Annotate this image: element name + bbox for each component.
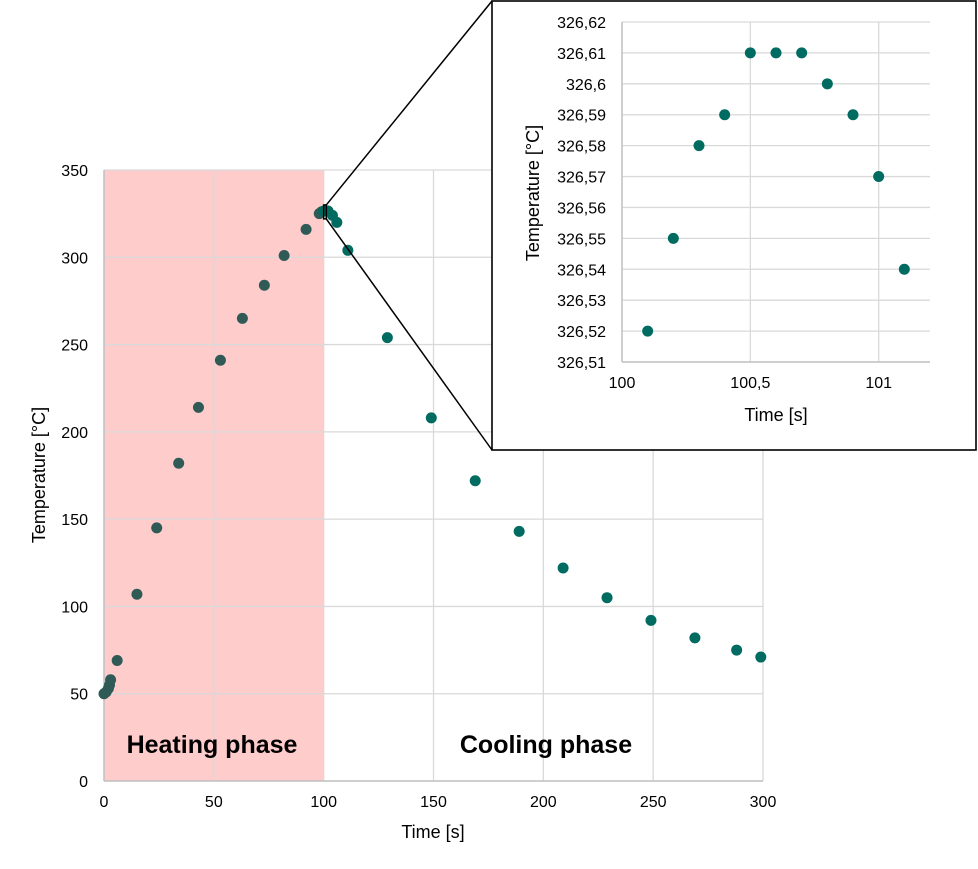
inset-y-tick-label: 326,53 [557, 293, 606, 310]
main-data-point [151, 522, 163, 534]
inset-frame [491, 0, 977, 451]
main-data-point [214, 354, 226, 366]
inset-data-point [667, 232, 679, 244]
inset-y-tick-label: 326,58 [557, 139, 606, 156]
inset-y-tick-label: 326,56 [557, 200, 606, 217]
main-x-tick-label: 200 [530, 794, 557, 811]
inset-y-tick-label: 326,51 [557, 355, 606, 372]
inset-data-point [744, 47, 756, 59]
main-x-tick-label: 300 [750, 794, 777, 811]
main-x-axis-title: Time [s] [401, 822, 464, 842]
main-y-axis-title: Temperature [°C] [29, 407, 49, 543]
main-y-tick-label: 350 [61, 163, 88, 180]
main-data-point [331, 216, 343, 228]
main-y-tick-label: 250 [61, 338, 88, 355]
main-data-point [469, 475, 481, 487]
main-x-tick-label: 50 [205, 794, 223, 811]
main-data-point [755, 651, 767, 663]
heating-phase-label: Heating phase [127, 731, 298, 759]
zoom-connector-line [325, 218, 493, 451]
main-y-tick-label: 50 [70, 687, 88, 704]
inset-x-axis-title: Time [s] [744, 405, 807, 425]
inset-y-tick-label: 326,61 [557, 46, 606, 63]
inset-y-tick-label: 326,54 [557, 262, 606, 279]
cooling-phase-label: Cooling phase [460, 731, 632, 759]
main-x-tick-label: 250 [640, 794, 667, 811]
main-data-point [258, 279, 270, 291]
inset-x-tick-label: 100,5 [730, 375, 770, 392]
main-data-point [601, 592, 613, 604]
zoom-connector-line [325, 0, 493, 206]
inset-y-tick-label: 326,62 [557, 15, 606, 32]
main-plot: 0 50 100 150 200 250 300050100150200250300350 … [29, 163, 776, 842]
inset-data-point [642, 325, 654, 337]
main-data-point [731, 644, 743, 656]
inset-y-tick-label: 326,55 [557, 231, 606, 248]
main-y-tick-label: 150 [61, 512, 88, 529]
inset-x-tick-label: 100 [609, 375, 636, 392]
main-y-tick-label: 100 [61, 599, 88, 616]
inset-y-tick-label: 326,57 [557, 170, 606, 187]
main-data-point [300, 223, 312, 235]
main-data-point [131, 588, 143, 600]
inset-gridlines [622, 21, 930, 362]
inset-x-tick-label: 101 [865, 375, 892, 392]
main-x-tick-label: 100 [310, 794, 337, 811]
main-data-point [425, 412, 437, 424]
inset-tick-labels: 100 100,5 101 326,51 326,52 326,53 326,54 326,5… [557, 15, 892, 392]
zoom-window [322, 204, 328, 220]
inset-y-tick-label: 326,52 [557, 324, 606, 341]
inset-data-point [898, 263, 910, 275]
inset-data-point [796, 47, 808, 59]
zoom-connector [322, 0, 493, 451]
main-data-point [236, 312, 248, 324]
inset-data-point [770, 47, 782, 59]
inset-data-points [642, 47, 910, 337]
main-data-point [278, 250, 290, 262]
main-data-point [689, 632, 701, 644]
main-data-point [105, 674, 117, 686]
inset-y-tick-label: 326,6 [566, 77, 606, 94]
main-data-point [645, 614, 657, 626]
main-data-point [111, 655, 123, 667]
inset-data-point [719, 109, 731, 121]
main-data-point [381, 332, 393, 344]
main-y-tick-label: 200 [61, 425, 88, 442]
inset-data-point [693, 140, 705, 152]
main-x-tick-label: 150 [420, 794, 447, 811]
main-x-tick-label: 0 [100, 794, 109, 811]
main-axes [103, 170, 763, 782]
main-tick-labels: 0 50 100 150 200 250 300 0 50 100 150 200 250 300 350 [61, 163, 776, 811]
main-data-point [173, 457, 185, 469]
main-y-tick-label: 0 [79, 774, 88, 791]
inset-data-point [873, 171, 885, 183]
inset-y-tick-label: 326,59 [557, 108, 606, 125]
main-data-point [513, 525, 525, 537]
main-gridlines [104, 169, 764, 781]
inset-plot: 100 100,5 101 326,51 326,52 326,53 326,54 326,5… [491, 0, 977, 451]
main-data-point [192, 401, 204, 413]
inset-y-axis-title: Temperature [°C] [523, 125, 543, 261]
inset-axes [621, 22, 930, 363]
inset-data-point [847, 109, 859, 121]
inset-data-point [821, 78, 833, 90]
main-y-tick-label: 300 [61, 250, 88, 267]
main-data-point [557, 562, 569, 574]
